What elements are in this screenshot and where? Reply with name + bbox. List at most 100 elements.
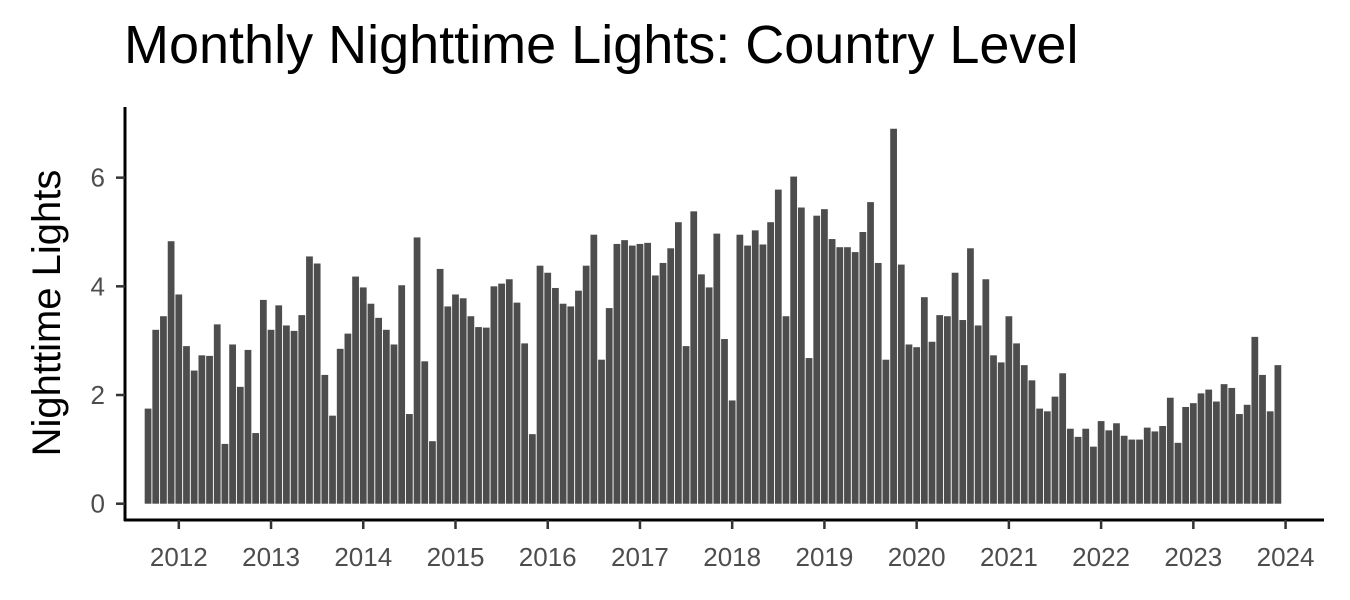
bar xyxy=(1066,428,1074,504)
x-tick-label: 2015 xyxy=(427,542,485,572)
bar xyxy=(313,263,321,504)
x-tick-label: 2022 xyxy=(1072,542,1130,572)
bar xyxy=(252,433,260,504)
bar xyxy=(751,230,759,504)
bar xyxy=(544,272,552,504)
bar xyxy=(790,176,798,504)
bar xyxy=(413,237,421,504)
bar xyxy=(782,316,790,504)
bar xyxy=(1105,430,1113,504)
bar xyxy=(390,344,398,504)
bar xyxy=(398,285,406,504)
bar xyxy=(951,272,959,504)
x-tick-label: 2019 xyxy=(795,542,853,572)
bar xyxy=(1266,411,1274,504)
bar xyxy=(406,414,413,504)
bar xyxy=(721,339,728,504)
bar xyxy=(813,215,821,504)
bar xyxy=(452,294,459,504)
bar xyxy=(867,202,874,504)
bar xyxy=(521,343,529,504)
bar xyxy=(636,243,644,504)
bar xyxy=(206,355,213,504)
bar xyxy=(1051,396,1059,504)
x-tick-label: 2014 xyxy=(334,542,392,572)
bar xyxy=(244,349,252,504)
bar xyxy=(644,242,652,504)
bar xyxy=(690,211,698,504)
bar xyxy=(774,189,782,504)
bar xyxy=(552,287,559,504)
bar xyxy=(567,306,575,504)
bar xyxy=(590,234,598,504)
bar xyxy=(913,347,921,504)
bar xyxy=(582,265,590,504)
y-axis-title: Nighttime Lights xyxy=(25,170,69,457)
bar xyxy=(1136,439,1143,504)
bar xyxy=(167,241,175,504)
bar xyxy=(344,333,352,504)
bar xyxy=(836,247,844,504)
bar xyxy=(1205,389,1213,504)
bar xyxy=(329,415,336,504)
bar xyxy=(713,233,721,504)
bar xyxy=(1174,442,1182,504)
bar xyxy=(805,358,813,504)
bar xyxy=(675,222,682,504)
bar xyxy=(444,306,452,504)
bar xyxy=(1166,397,1174,504)
y-tick-label: 2 xyxy=(91,380,105,410)
bar xyxy=(1074,436,1082,504)
bar xyxy=(859,231,867,504)
bar xyxy=(321,374,329,504)
bar xyxy=(367,303,375,504)
bar xyxy=(306,256,313,504)
bar xyxy=(844,247,851,504)
bar xyxy=(575,290,582,504)
bar xyxy=(997,362,1005,504)
bar xyxy=(936,315,944,504)
x-ticks-group: 2012 2013 2014 2015 2016 2017 2018 2019 2020 2021… xyxy=(150,520,1315,572)
bar xyxy=(598,359,605,504)
bar xyxy=(505,279,513,504)
bar xyxy=(1005,316,1013,504)
bar xyxy=(1120,435,1128,504)
bar xyxy=(175,294,183,504)
bar xyxy=(528,434,536,504)
bar xyxy=(882,359,890,504)
bar xyxy=(1159,425,1166,504)
bar xyxy=(797,207,805,504)
bar xyxy=(621,240,628,504)
bar xyxy=(744,245,751,504)
bars-group xyxy=(144,128,1282,504)
x-tick-label: 2024 xyxy=(1257,542,1315,572)
bar xyxy=(851,252,859,504)
bar xyxy=(436,268,444,504)
bar xyxy=(498,283,505,504)
bar xyxy=(375,317,383,504)
bar xyxy=(1274,365,1282,504)
bar xyxy=(897,264,905,504)
y-ticks-group: 0 2 4 6 xyxy=(91,163,125,519)
bar xyxy=(459,298,467,504)
bar xyxy=(821,209,828,504)
bar xyxy=(298,315,306,504)
bar xyxy=(490,286,498,504)
bar xyxy=(659,262,667,504)
bar xyxy=(1097,421,1105,504)
bar xyxy=(613,243,621,504)
bar xyxy=(1243,404,1251,504)
bar xyxy=(944,316,951,504)
bar xyxy=(160,316,167,504)
bar xyxy=(213,324,221,504)
bar xyxy=(275,305,283,504)
bar xyxy=(974,325,982,504)
bar xyxy=(736,234,744,504)
bar xyxy=(759,244,767,504)
bar xyxy=(144,408,152,504)
bar xyxy=(1220,384,1228,504)
bar xyxy=(1090,446,1097,504)
bar xyxy=(283,325,290,504)
bar xyxy=(959,320,967,504)
bar xyxy=(336,348,344,504)
